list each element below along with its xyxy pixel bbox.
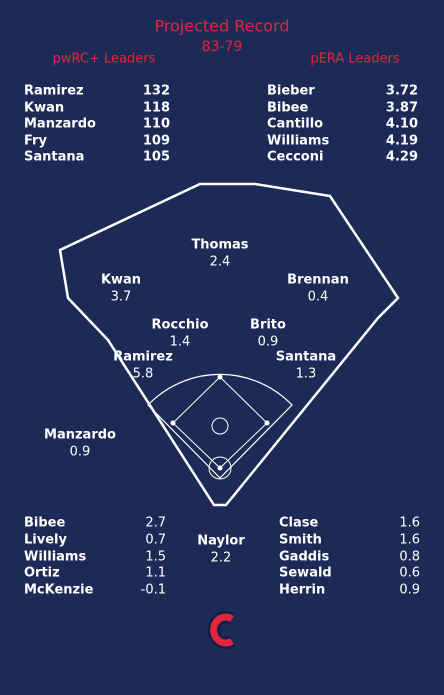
leader-value: 4.19 xyxy=(386,134,418,149)
pitcher-war: 1.1 xyxy=(145,566,166,581)
fielder-name: Thomas xyxy=(191,238,248,253)
pitcher-name: Sewald xyxy=(279,566,332,581)
title: Projected Record xyxy=(154,17,289,36)
fielder-war: 1.3 xyxy=(296,367,317,382)
base xyxy=(264,420,270,426)
leader-value: 109 xyxy=(143,134,170,149)
leader-value: 4.10 xyxy=(386,117,418,132)
fielder-name: Rocchio xyxy=(152,318,209,333)
pitcher-name: Lively xyxy=(24,533,67,548)
leader-value: 4.29 xyxy=(386,150,418,165)
pitcher-war: 0.9 xyxy=(399,583,420,598)
leader-name: Cecconi xyxy=(267,150,323,165)
fielder-name: Brito xyxy=(250,318,286,333)
leader-value: 132 xyxy=(143,84,170,99)
base xyxy=(217,465,223,471)
infield xyxy=(147,373,293,479)
pitcher-war: 1.5 xyxy=(145,550,166,565)
field-outline xyxy=(58,182,400,507)
leader-value: 110 xyxy=(143,117,170,132)
pitcher-name: Clase xyxy=(279,516,319,531)
leader-name: Bibee xyxy=(267,101,308,116)
pitcher-war: 0.8 xyxy=(399,550,420,565)
fielder-name: Manzardo xyxy=(44,428,116,443)
right-leaders-title: pERA Leaders xyxy=(310,52,400,67)
fielder-name: Naylor xyxy=(197,534,245,549)
leader-value: 105 xyxy=(143,150,170,165)
pitcher-name: Williams xyxy=(24,550,86,565)
leader-name: Manzardo xyxy=(24,117,96,132)
fielder-war: 5.8 xyxy=(133,367,154,382)
pitcher-war: 0.6 xyxy=(399,566,420,581)
pitcher-name: Smith xyxy=(279,533,322,548)
leader-name: Ramirez xyxy=(24,84,84,99)
fielder-name: Ramirez xyxy=(113,350,173,365)
base xyxy=(170,420,176,426)
fielder-war: 2.2 xyxy=(211,551,232,566)
leader-name: Fry xyxy=(24,134,47,149)
leader-name: Cantillo xyxy=(267,117,323,132)
pitcher-war: 0.7 xyxy=(145,533,166,548)
logo xyxy=(207,611,236,649)
fielder-war: 0.9 xyxy=(70,445,91,460)
fielder-war: 1.4 xyxy=(170,335,191,350)
pitcher-name: McKenzie xyxy=(24,583,94,598)
base xyxy=(217,374,223,380)
fielder-name: Santana xyxy=(276,350,336,365)
home-circle xyxy=(208,456,232,480)
pitcher-name: Herrin xyxy=(279,583,325,598)
fielder-war: 0.4 xyxy=(308,290,329,305)
fielder-name: Kwan xyxy=(101,273,141,288)
left-leaders-title: pwRC+ Leaders xyxy=(53,52,156,67)
bases xyxy=(170,374,270,471)
pitcher-war: -0.1 xyxy=(141,583,166,598)
logo-c xyxy=(210,613,234,647)
pitcher-war: 1.6 xyxy=(399,516,420,531)
leader-name: Santana xyxy=(24,150,84,165)
mound xyxy=(211,417,229,435)
leader-name: Kwan xyxy=(24,101,64,116)
fielder-war: 3.7 xyxy=(111,290,132,305)
pitcher-name: Ortiz xyxy=(24,566,60,581)
pitcher-war: 2.7 xyxy=(145,516,166,531)
leader-name: Bieber xyxy=(267,84,315,99)
record: 83-79 xyxy=(202,39,243,55)
fielder-name: Brennan xyxy=(287,273,349,288)
leader-name: Williams xyxy=(267,134,329,149)
leader-value: 3.72 xyxy=(386,84,418,99)
pitcher-war: 1.6 xyxy=(399,533,420,548)
pitcher-name: Bibee xyxy=(24,516,65,531)
fielder-war: 2.4 xyxy=(210,255,231,270)
leader-value: 118 xyxy=(143,101,170,116)
pitcher-name: Gaddis xyxy=(279,550,330,565)
fielder-war: 0.9 xyxy=(258,335,279,350)
leader-value: 3.87 xyxy=(386,101,418,116)
